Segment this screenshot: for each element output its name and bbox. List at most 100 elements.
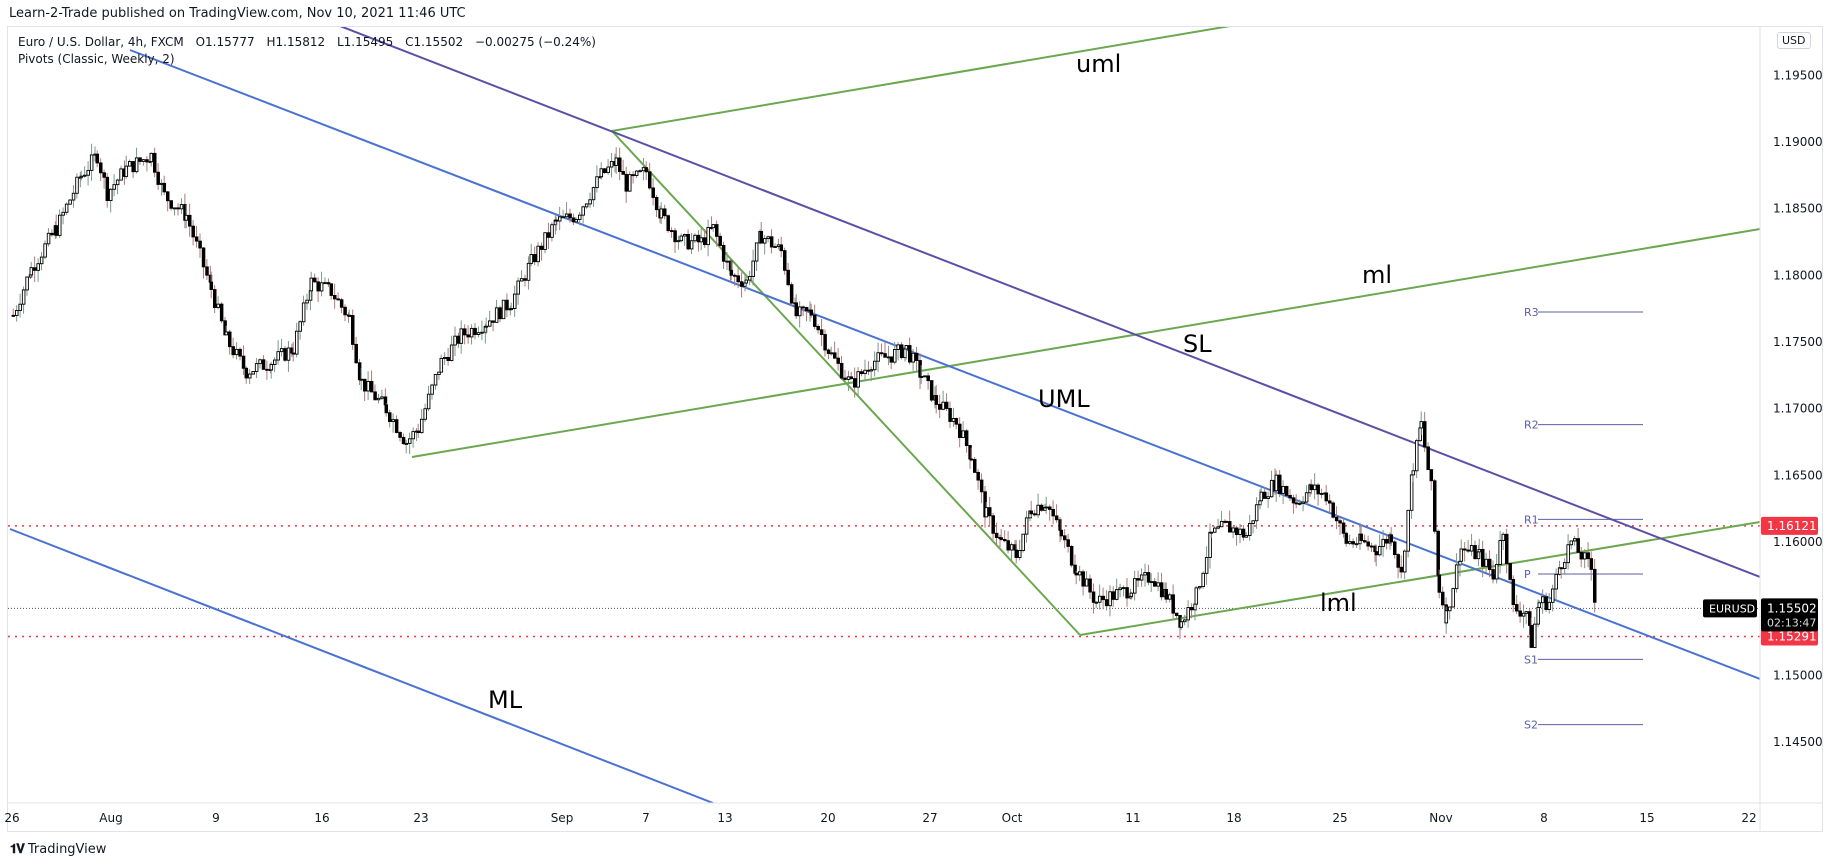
candle: [21, 286, 26, 314]
candle: [683, 233, 687, 246]
candle-body: [363, 378, 367, 392]
candle: [899, 342, 904, 360]
tradingview-footer[interactable]: 𝟏𝐕 TradingView: [10, 842, 106, 857]
candle: [1171, 584, 1175, 619]
trendline-lml[interactable]: [1079, 521, 1760, 636]
symbol-ohlc-row[interactable]: Euro / U.S. Dollar, 4h, FXCM O1.15777 H1…: [18, 34, 604, 51]
candle: [769, 229, 774, 254]
time-tick-label: 27: [922, 811, 937, 825]
candle-body: [638, 170, 642, 173]
candle: [354, 336, 358, 364]
candle-body: [1251, 520, 1255, 524]
time-tick-label: 9: [212, 811, 220, 825]
candle-body: [1125, 587, 1129, 599]
candle-body: [1396, 554, 1400, 568]
price-tick-label: 1.18500: [1773, 202, 1823, 216]
candle: [546, 222, 551, 250]
candle: [258, 358, 262, 369]
candle: [1579, 547, 1584, 568]
symbol-title[interactable]: Euro / U.S. Dollar, 4h, FXCM: [18, 35, 184, 49]
candle-body: [46, 232, 51, 245]
candle: [1139, 568, 1144, 587]
candle-body: [1344, 532, 1349, 544]
candle: [1540, 589, 1545, 614]
candle: [238, 347, 242, 361]
candle: [561, 209, 565, 219]
time-tick-label: Nov: [1429, 811, 1452, 825]
level-price-badge[interactable]: [1761, 516, 1818, 535]
current-price-badge[interactable]: [1761, 598, 1818, 632]
trendline-fork-handle[interactable]: [611, 130, 1081, 636]
candle-body: [578, 214, 582, 220]
candle-body: [1044, 506, 1049, 509]
candle-body: [156, 171, 160, 185]
drawing-label-ml[interactable]: ml: [1362, 261, 1392, 289]
candle-body: [1436, 530, 1440, 576]
candle: [414, 428, 419, 441]
candle: [1281, 480, 1285, 504]
candle: [265, 360, 269, 380]
price-tick-label: 1.19500: [1773, 68, 1823, 82]
candle-body: [14, 310, 19, 316]
drawing-label-uml[interactable]: UML: [1038, 385, 1090, 413]
trendline-ml[interactable]: [411, 228, 1760, 458]
drawing-label-lml[interactable]: lml: [1320, 589, 1357, 617]
candle-body: [1589, 558, 1594, 570]
drawing-label-uml[interactable]: uml: [1076, 50, 1121, 78]
candle: [693, 233, 697, 243]
candle-body: [169, 200, 173, 209]
candle: [826, 348, 831, 360]
indicator-pivots-label[interactable]: Pivots (Classic, Weekly, 2): [18, 52, 175, 66]
candle-body: [357, 362, 362, 381]
candle: [1402, 549, 1407, 580]
currency-button[interactable]: USD: [1777, 32, 1811, 49]
price-axis[interactable]: 1.19500 1.19000 1.18500 1.18000 1.17500 1.170…: [1761, 68, 1823, 749]
time-tick-label: 20: [820, 811, 835, 825]
candle-body: [219, 303, 224, 322]
candle-body: [61, 211, 65, 216]
candle-body: [1216, 526, 1220, 529]
candle: [1238, 523, 1242, 544]
candle: [261, 355, 266, 370]
drawing-label-ml[interactable]: ML: [488, 686, 523, 714]
trendline-uml[interactable]: [611, 26, 1231, 132]
candle-body: [1334, 516, 1339, 522]
candle: [50, 229, 54, 237]
candle: [929, 380, 934, 403]
candle-body: [1179, 621, 1184, 628]
candle: [437, 371, 441, 380]
candle: [1319, 488, 1324, 499]
time-axis[interactable]: 26 Aug 9 16 23 Sep 7 13 20 27 Oct 11 18 25 Nov 8 15 22: [4, 811, 1756, 825]
chart-pane[interactable]: R3 R2 R1 P S1 S2 uml ml SL UML ML lml EURUSD: [8, 26, 1760, 803]
candle: [536, 242, 540, 267]
candle: [794, 294, 799, 320]
level-price-badge[interactable]: [1761, 627, 1818, 646]
candle-body: [1118, 587, 1122, 591]
candle: [1344, 531, 1349, 547]
candle: [1044, 496, 1049, 514]
candle-body: [948, 408, 952, 422]
candle-body: [813, 314, 817, 327]
trendline-ml[interactable]: [9, 528, 714, 803]
candle-body: [398, 432, 402, 438]
trendline-uml[interactable]: [129, 49, 1760, 680]
candle-body: [1422, 421, 1427, 448]
candle: [659, 202, 664, 225]
candle-body: [804, 307, 809, 312]
drawing-label-sl[interactable]: SL: [1183, 330, 1212, 358]
candle-body: [1209, 531, 1214, 534]
candle: [628, 171, 632, 192]
candle-body: [359, 378, 364, 381]
candle: [1432, 479, 1437, 534]
candle: [138, 157, 142, 165]
candle-body: [659, 208, 664, 219]
candle-body: [1359, 533, 1364, 542]
candle: [859, 368, 864, 377]
candle: [1241, 525, 1246, 541]
candle-body: [505, 299, 509, 311]
trendline-sl[interactable]: [339, 26, 1760, 578]
candle-body: [1274, 474, 1279, 492]
candle-body: [571, 217, 576, 223]
chart-legend: Euro / U.S. Dollar, 4h, FXCM O1.15777 H1…: [18, 34, 604, 68]
